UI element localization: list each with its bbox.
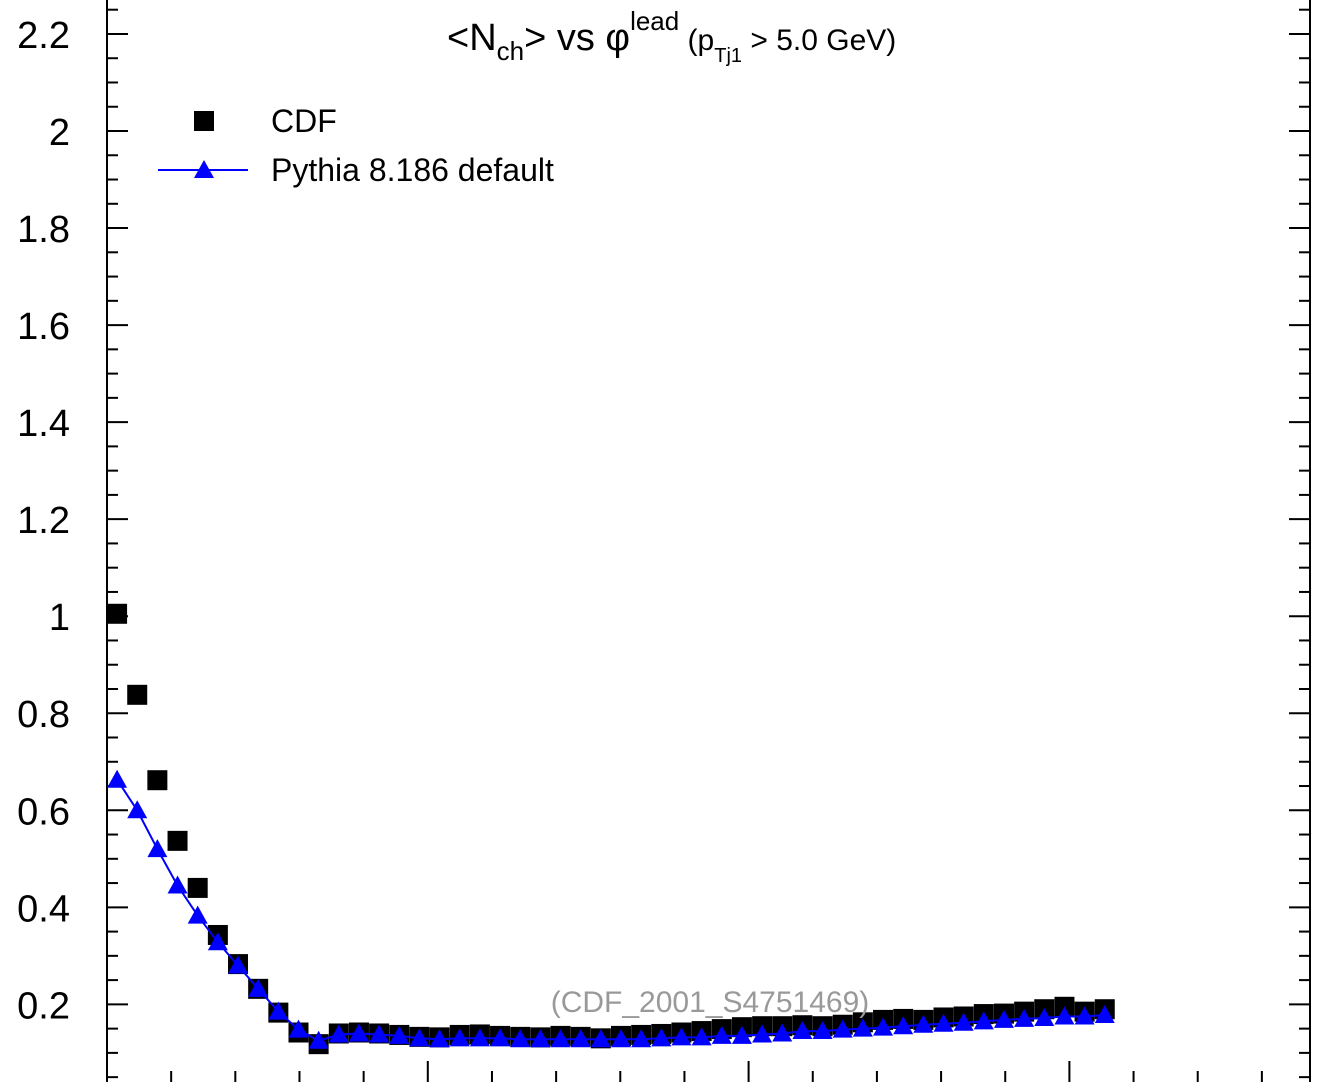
- y-tick-label: 1.4: [17, 403, 70, 445]
- pythia-point: [389, 1025, 410, 1044]
- pythia-point: [913, 1014, 934, 1033]
- pythia-point: [812, 1021, 833, 1040]
- title-sub-tj1: Tj1: [714, 45, 742, 67]
- y-tick-label: 2: [49, 112, 70, 154]
- pythia-point: [792, 1021, 813, 1040]
- pythia-point: [348, 1023, 369, 1042]
- legend-marker-pythia: [194, 160, 214, 178]
- pythia-point: [1034, 1007, 1055, 1026]
- pythia-point: [228, 955, 249, 974]
- title-sub-ch: ch: [497, 36, 524, 66]
- pythia-point: [268, 1001, 289, 1020]
- legend-label-cdf: CDF: [271, 103, 337, 139]
- pythia-point: [328, 1024, 349, 1043]
- svg-text:<Nch> vs φlead (pTj1 > 5.0 GeV: <Nch> vs φlead (pTj1 > 5.0 GeV): [447, 6, 896, 67]
- legend-label-pythia: Pythia 8.186 default: [271, 152, 554, 188]
- pythia-point: [772, 1023, 793, 1042]
- pythia-point: [1074, 1006, 1095, 1025]
- y-tick-label: 0.4: [17, 888, 70, 930]
- cdf-point: [167, 830, 188, 851]
- pythia-point: [852, 1018, 873, 1037]
- pythia-point: [1014, 1008, 1035, 1027]
- y-tick-label: 0.6: [17, 791, 70, 833]
- pythia-point: [107, 769, 128, 788]
- pythia-point: [369, 1024, 390, 1043]
- pythia-point: [953, 1012, 974, 1031]
- pythia-point: [651, 1028, 672, 1047]
- pythia-point: [711, 1025, 732, 1044]
- y-tick-label: 0.2: [17, 985, 70, 1027]
- pythia-point: [127, 800, 148, 819]
- pythia-point: [308, 1030, 329, 1049]
- pythia-point: [893, 1016, 914, 1035]
- pythia-point: [933, 1013, 954, 1032]
- pythia-point: [550, 1029, 571, 1048]
- pythia-point: [248, 978, 269, 997]
- pythia-point: [1054, 1006, 1075, 1025]
- cdf-point: [147, 770, 168, 791]
- y-tick-label: 0.8: [17, 694, 70, 736]
- pythia-point: [167, 875, 188, 894]
- cdf-point: [187, 877, 208, 898]
- pythia-point: [187, 905, 208, 924]
- chart-axes: 0.2 0.4 0.6 0.8 1 1.2 1.4 1.6 1.8 2 2.2: [17, 0, 1311, 1082]
- pythia-point: [631, 1029, 652, 1048]
- pythia-point: [752, 1024, 773, 1043]
- pythia-point: [510, 1029, 531, 1048]
- pythia-point: [731, 1025, 752, 1044]
- pythia-point: [1094, 1005, 1115, 1024]
- y-tick-label: 1.8: [17, 209, 70, 251]
- title-mid: > vs: [524, 17, 605, 59]
- pythia-point: [530, 1029, 551, 1048]
- title-sup-lead: lead: [630, 6, 679, 36]
- pythia-point: [469, 1028, 490, 1047]
- pythia-point: [570, 1029, 591, 1048]
- pythia-point: [973, 1011, 994, 1030]
- watermark-label: (CDF_2001_S4751469): [551, 986, 870, 1019]
- pythia-point: [409, 1028, 430, 1047]
- cdf-point: [127, 684, 148, 705]
- pythia-point: [207, 932, 228, 951]
- chart-title: <Nch> vs φlead (pTj1 > 5.0 GeV): [447, 6, 896, 67]
- pythia-point: [288, 1019, 309, 1038]
- y-tick-label: 1.6: [17, 306, 70, 348]
- y-tick-label: 1.2: [17, 500, 70, 542]
- title-paren-open: (p: [679, 24, 714, 57]
- pythia-point: [610, 1029, 631, 1048]
- title-main: <N: [447, 17, 497, 59]
- pythia-point: [993, 1009, 1014, 1028]
- pythia-point: [449, 1028, 470, 1047]
- y-tick-label: 1: [49, 597, 70, 639]
- legend: CDF Pythia 8.186 default: [158, 103, 554, 188]
- pythia-point: [490, 1028, 511, 1047]
- pythia-point: [873, 1017, 894, 1036]
- legend-marker-cdf: [194, 111, 214, 131]
- pythia-point: [691, 1027, 712, 1046]
- pythia-point: [147, 839, 168, 858]
- pythia-point: [429, 1029, 450, 1048]
- pythia-point: [832, 1019, 853, 1038]
- title-phi: φ: [605, 17, 630, 59]
- cdf-point: [107, 603, 128, 624]
- pythia-point: [590, 1029, 611, 1048]
- y-tick-label: 2.2: [17, 15, 70, 57]
- series-pythia: [107, 769, 1115, 1049]
- title-paren-close: > 5.0 GeV): [742, 24, 896, 57]
- pythia-point: [671, 1027, 692, 1046]
